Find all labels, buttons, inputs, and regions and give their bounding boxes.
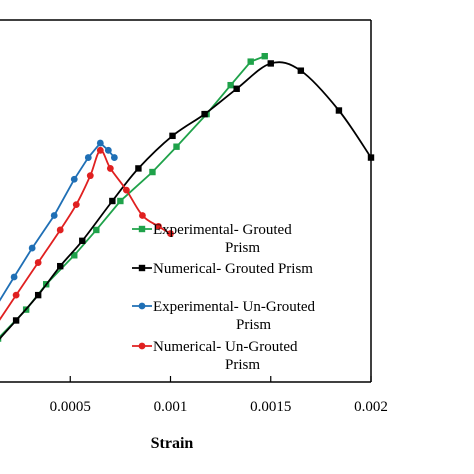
data-point-numerical-grouted-prism [367, 154, 375, 161]
data-point-numerical-grouted-prism [335, 107, 343, 114]
data-point-numerical-grouted-prism [267, 60, 274, 67]
legend-swatch-marker [138, 302, 146, 310]
x-axis-title: Strain [151, 435, 194, 452]
data-point-experimental-grouted-prism [261, 53, 268, 60]
data-point-experimental-un-grouted-prism [84, 154, 92, 161]
data-point-numerical-un-grouted-prism [12, 291, 20, 299]
legend-item-numerical-grouted-prism: Numerical- Grouted Prism [132, 261, 313, 277]
data-point-numerical-grouted-prism [34, 291, 42, 299]
series-numerical-grouted-prism [0, 60, 375, 340]
data-point-experimental-un-grouted-prism [110, 154, 118, 161]
legend-label: Numerical- Un-Grouted Prism [153, 339, 298, 373]
legend-item-numerical-un-grouted-prism: Numerical- Un-Grouted Prism [132, 339, 298, 373]
data-point-numerical-un-grouted-prism [139, 212, 146, 219]
legend-label: Experimental- Grouted Prism [153, 222, 292, 256]
x-tick-label: 0.001 [154, 399, 188, 415]
legend-swatch-marker [138, 264, 146, 272]
legend-item-experimental-grouted-prism: Experimental- Grouted Prism [132, 222, 292, 256]
data-point-numerical-grouted-prism [169, 132, 176, 140]
data-point-experimental-un-grouted-prism [104, 146, 112, 154]
data-point-numerical-grouted-prism [233, 85, 240, 92]
data-point-experimental-grouted-prism [117, 197, 124, 205]
data-point-numerical-grouted-prism [57, 262, 64, 270]
data-point-numerical-grouted-prism [109, 197, 116, 205]
data-point-experimental-grouted-prism [173, 143, 180, 150]
data-point-numerical-grouted-prism [201, 110, 208, 118]
series-experimental-grouted-prism [0, 53, 268, 342]
series-experimental-un-grouted-prism [0, 139, 118, 302]
x-tick-label: 0.0005 [50, 399, 91, 415]
x-tick-label: 0.002 [354, 399, 388, 415]
legend: Experimental- Grouted Prism Numerical- Gro… [132, 222, 316, 373]
data-point-experimental-grouted-prism [93, 226, 100, 234]
data-point-experimental-un-grouted-prism [28, 244, 36, 252]
legend-label: Numerical- Grouted Prism [153, 261, 313, 277]
data-point-experimental-grouted-prism [149, 168, 156, 176]
x-axis-ticks: 0.0005 0.001 0.0015 0.002 [50, 376, 388, 415]
data-point-numerical-grouted-prism [297, 67, 305, 74]
data-point-experimental-grouted-prism [71, 252, 78, 259]
data-point-numerical-un-grouted-prism [167, 230, 174, 237]
legend-swatch-marker [138, 342, 146, 350]
data-point-numerical-grouted-prism [79, 237, 86, 245]
data-point-numerical-un-grouted-prism [96, 146, 104, 154]
data-point-experimental-un-grouted-prism [70, 175, 78, 183]
data-point-numerical-grouted-prism [135, 165, 142, 172]
data-point-numerical-un-grouted-prism [34, 259, 42, 266]
series-line-numerical-un-grouted-prism [0, 149, 171, 321]
legend-label: Experimental- Un-Grouted Prism [153, 299, 316, 333]
data-point-numerical-un-grouted-prism [106, 165, 114, 172]
data-point-experimental-un-grouted-prism [50, 212, 58, 219]
series-line-experimental-un-grouted-prism [0, 141, 116, 302]
series-numerical-un-grouted-prism [0, 146, 174, 321]
data-point-experimental-un-grouted-prism [10, 273, 18, 281]
series-line-experimental-grouted-prism [0, 55, 266, 338]
legend-swatch-marker [138, 225, 146, 233]
data-point-experimental-grouted-prism [227, 81, 234, 89]
x-tick-label: 0.0015 [250, 399, 291, 415]
data-point-numerical-grouted-prism [12, 317, 20, 324]
plot-frame [0, 19, 372, 383]
data-point-experimental-un-grouted-prism [96, 139, 104, 147]
legend-item-experimental-un-grouted-prism: Experimental- Un-Grouted Prism [132, 299, 316, 333]
data-point-numerical-un-grouted-prism [86, 172, 94, 180]
data-point-numerical-un-grouted-prism [56, 226, 64, 234]
data-point-numerical-un-grouted-prism [72, 201, 80, 209]
data-point-numerical-un-grouted-prism [122, 186, 130, 194]
data-point-experimental-grouted-prism [247, 58, 254, 65]
data-point-numerical-un-grouted-prism [155, 222, 162, 230]
series-layer [0, 53, 375, 342]
